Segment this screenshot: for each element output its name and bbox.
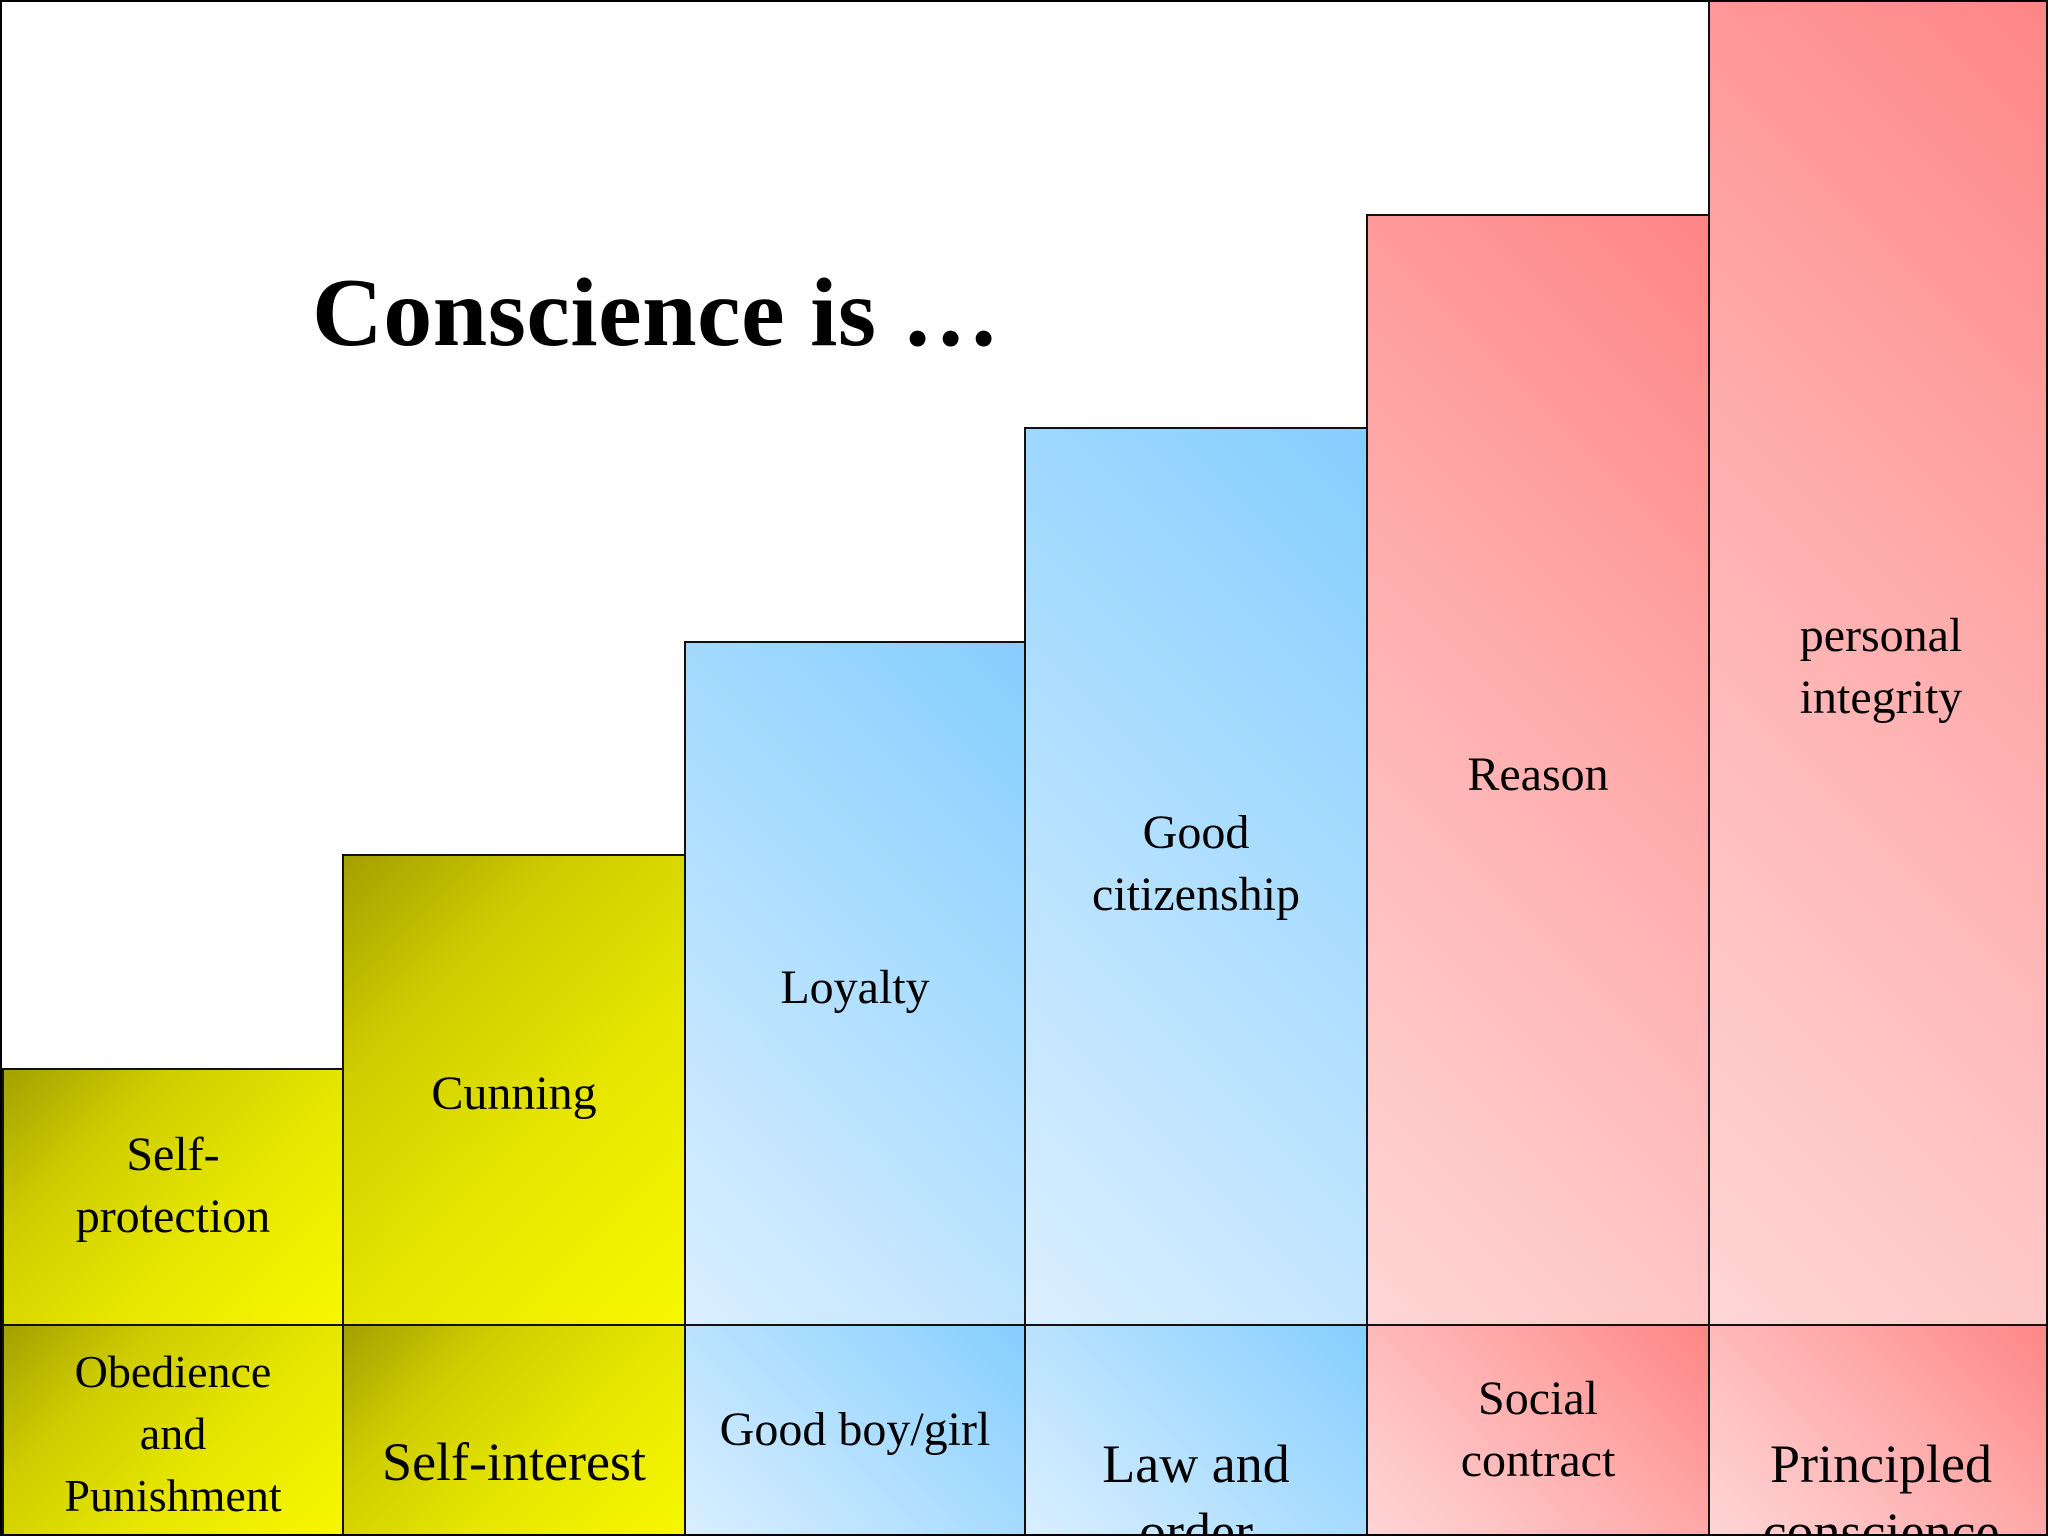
stage-2-name-cell: Self-interest: [342, 1324, 686, 1534]
stage-5-column: Reason: [1366, 214, 1710, 1326]
stage-5-conscience-label: Reason: [1467, 748, 1609, 801]
stage-1-conscience-label: Self- protection: [75, 1128, 271, 1243]
stage-6-conscience-label: personal integrity: [1799, 609, 1963, 724]
stage-3-name-cell: Good boy/girl: [684, 1324, 1026, 1534]
stage-3-column: Loyalty: [684, 641, 1026, 1326]
stage-2-column: Cunning: [342, 854, 686, 1326]
stage-6-name-label: Principled conscience: [1762, 1434, 2000, 1536]
stage-6-name-cell: Principled conscience: [1708, 1324, 2046, 1536]
stage-5-name-label: Social contract: [1460, 1372, 1616, 1487]
stage-4-column: Good citizenship: [1024, 427, 1368, 1326]
stage-5-name-cell: Social contract: [1366, 1324, 1710, 1534]
stage-4-name-label: Law and order: [1102, 1434, 1290, 1536]
stage-4-name-cell: Law and order: [1024, 1324, 1368, 1536]
stage-1-column: Self- protection: [2, 1068, 344, 1326]
stage-3-name-label: Good boy/girl: [719, 1403, 991, 1456]
stage-3-conscience-label: Loyalty: [780, 961, 930, 1014]
stage-6-column: personal integrity: [1708, 2, 2046, 1326]
diagram-title: Conscience is …: [312, 259, 1000, 367]
stage-2-conscience-label: Cunning: [431, 1067, 597, 1120]
stage-1-name-cell: Obedience and Punishment: [2, 1324, 344, 1534]
stage-4-conscience-label: Good citizenship: [1092, 806, 1300, 921]
stage-1-name-label: Obedience and Punishment: [64, 1346, 282, 1521]
stage-2-name-label: Self-interest: [382, 1432, 646, 1492]
